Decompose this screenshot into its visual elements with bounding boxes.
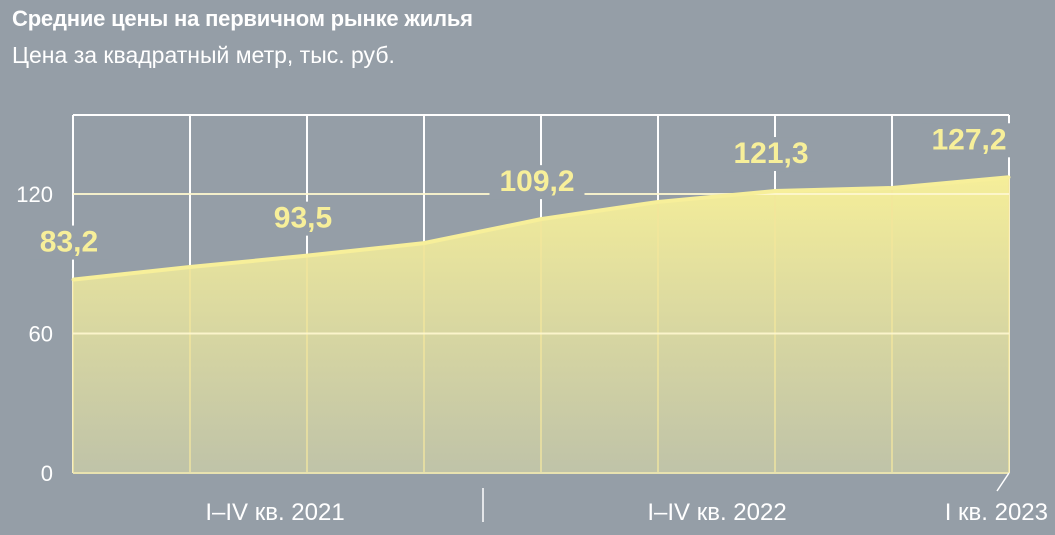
data-point (422, 241, 426, 245)
data-label: 127,2 (931, 123, 1006, 156)
data-label: 121,3 (733, 137, 808, 170)
y-tick-label: 0 (41, 461, 53, 486)
data-label-bg (30, 225, 108, 260)
data-label: 93,5 (274, 202, 332, 235)
data-label-bg (723, 137, 819, 172)
data-label-bg (489, 165, 585, 200)
data-point (305, 254, 309, 258)
x-group-label: I–IV кв. 2021 (205, 499, 344, 526)
x-group-label: I кв. 2023 (945, 499, 1048, 526)
data-point (539, 217, 543, 221)
data-point (773, 189, 777, 193)
data-point (890, 186, 894, 190)
data-label: 83,2 (40, 226, 98, 259)
y-tick-label: 120 (16, 182, 53, 207)
chart-title: Средние цены на первичном рынке жилья (12, 6, 473, 31)
data-point (1007, 175, 1011, 179)
data-label-bg (264, 201, 342, 236)
data-point (188, 265, 192, 269)
x-group-label: I–IV кв. 2022 (647, 499, 786, 526)
data-label: 109,2 (499, 165, 574, 198)
data-point (71, 278, 75, 282)
y-tick-label: 60 (29, 322, 53, 347)
data-label-bg (921, 123, 1017, 158)
x-group-tick (996, 472, 1010, 492)
chart-subtitle: Цена за квадратный метр, тыс. руб. (12, 42, 395, 68)
data-point (656, 200, 660, 204)
